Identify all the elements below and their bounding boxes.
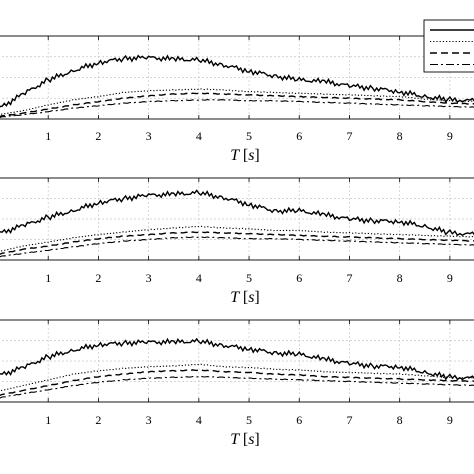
x-tick-label: 8 [397, 129, 403, 143]
x-tick-label: 7 [346, 413, 352, 427]
series-line-dashdot [0, 99, 474, 118]
series-line-dashed [0, 231, 474, 255]
x-tick-label: 6 [296, 271, 302, 285]
series-line-dashdot [0, 375, 474, 399]
x-tick-label: 4 [196, 413, 202, 427]
legend-box [423, 19, 474, 73]
axes-frame [0, 319, 474, 403]
panel-3: 1 2 3 4 5 6 7 8 9 T [s] [0, 319, 474, 448]
x-tick-label: 4 [196, 129, 202, 143]
x-tick-label: 7 [346, 129, 352, 143]
x-tick-label: 6 [296, 413, 302, 427]
x-tick-label: 3 [146, 271, 152, 285]
series-line-solid [0, 189, 474, 237]
x-tick-label: 3 [146, 413, 152, 427]
x-tick-label: 5 [246, 271, 252, 285]
x-tick-label: 2 [95, 271, 101, 285]
series-line-dashed [0, 92, 474, 118]
panel-1: 1 2 3 4 5 6 7 8 9 T [s] [0, 35, 474, 164]
x-axis-label: T [s] [230, 431, 260, 448]
x-tick-label: 2 [95, 129, 101, 143]
x-tick-label: 9 [447, 413, 453, 427]
x-tick-label: 6 [296, 129, 302, 143]
x-tick-label: 5 [246, 413, 252, 427]
x-tick-label: 8 [397, 413, 403, 427]
x-axis-label: T [s] [230, 147, 260, 164]
x-tick-label: 7 [346, 271, 352, 285]
x-tick-label: 1 [45, 271, 51, 285]
x-tick-label: 9 [447, 129, 453, 143]
series-line-dashdot [0, 236, 474, 258]
x-tick-label: 1 [45, 413, 51, 427]
x-tick-label: 9 [447, 271, 453, 285]
x-tick-label: 8 [397, 271, 403, 285]
x-tick-label: 4 [196, 271, 202, 285]
axes-frame [0, 35, 474, 120]
series-line-dotted [0, 225, 474, 253]
series-line-dashed [0, 369, 474, 397]
x-tick-label: 3 [146, 129, 152, 143]
series-line-solid [0, 54, 474, 108]
axes-frame [0, 177, 474, 261]
x-tick-label: 1 [45, 129, 51, 143]
x-tick-label: 2 [95, 413, 101, 427]
panel-2: 1 2 3 4 5 6 7 8 9 T [s] [0, 177, 474, 306]
series-line-solid [0, 337, 474, 381]
legend [423, 19, 474, 73]
x-tick-label: 5 [246, 129, 252, 143]
x-axis-label: T [s] [230, 289, 260, 306]
